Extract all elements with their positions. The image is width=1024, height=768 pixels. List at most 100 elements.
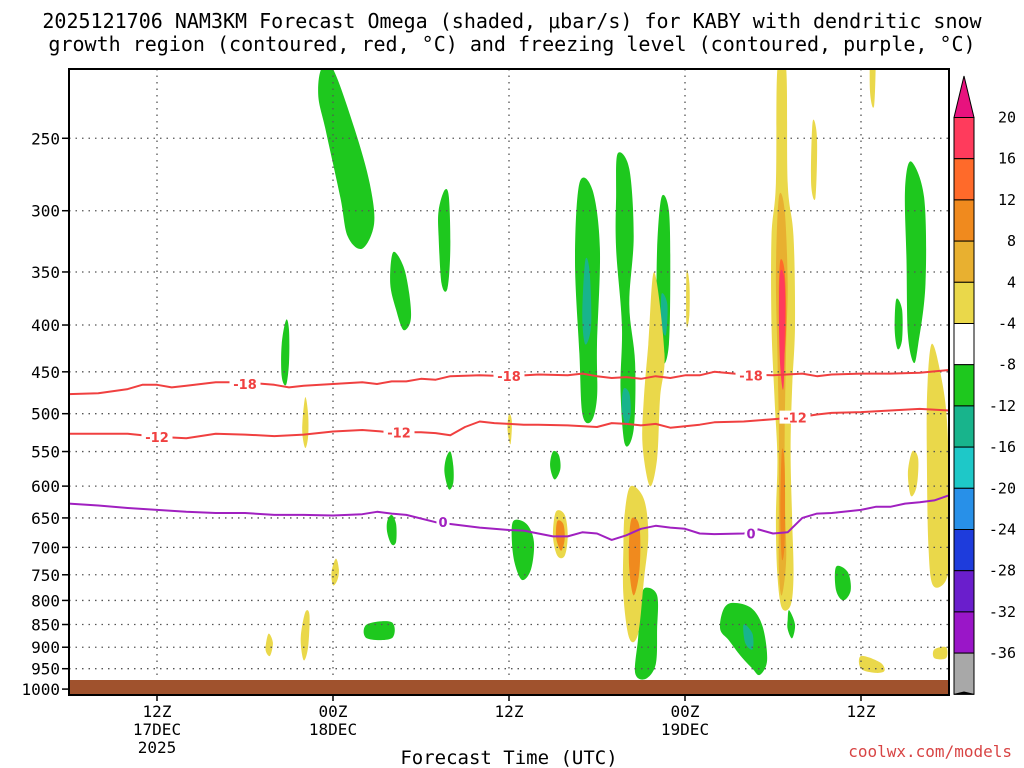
contour-label: 0: [438, 516, 447, 531]
contour-line: [69, 494, 949, 541]
colorbar-label: -28: [989, 562, 1016, 580]
colorbar-label: -16: [989, 438, 1016, 456]
x-tick-label: 2025: [138, 738, 177, 757]
y-tick-label: 900: [31, 638, 60, 657]
omega-cell: [743, 624, 754, 650]
contour-label-bg: [493, 369, 525, 383]
colorbar-swatch: [953, 652, 975, 695]
omega-cell: [834, 565, 851, 601]
omega-cell: [331, 558, 339, 586]
y-tick-label: 450: [31, 363, 60, 382]
y-tick-label: 300: [31, 202, 60, 221]
omega-shading: [265, 69, 949, 680]
y-tick-label: 250: [31, 129, 60, 148]
omega-cell: [318, 69, 375, 250]
contour-label: -12: [783, 412, 807, 427]
y-tick-label: 850: [31, 616, 60, 635]
omega-cell: [894, 298, 903, 350]
x-axis-title: Forecast Time (UTC): [400, 747, 617, 768]
omega-cell: [511, 519, 535, 581]
y-tick-label: 350: [31, 263, 60, 282]
colorbar-swatch: [953, 405, 975, 448]
colorbar-arrow-bottom: [953, 691, 975, 695]
y-axis: 250 300 350 400 450 500 550 600 650 700 750 800 850 9…: [21, 129, 69, 699]
omega-cell: [858, 655, 885, 673]
colorbar-label: -20: [989, 479, 1016, 497]
colorbar-label: 4: [1007, 273, 1016, 291]
omega-cell: [810, 119, 818, 200]
contour-label: -12: [387, 426, 411, 441]
omega-cell: [686, 269, 690, 328]
omega-cell: [386, 514, 397, 546]
colorbar-swatch: [953, 611, 975, 654]
y-tick-label: 400: [31, 316, 60, 335]
contour-label: 0: [746, 528, 755, 543]
colorbar: 20 16 12 8 4 -4 -8 -12 -16 -20 -24 -28 -32 -36: [953, 75, 1016, 695]
x-tick-label: 18DEC: [309, 720, 357, 739]
x-tick-label: 12Z: [143, 702, 172, 721]
colorbar-swatch: [953, 240, 975, 283]
terrain-surface: [69, 680, 949, 695]
contour-label: -18: [233, 378, 257, 393]
colorbar-label: -4: [998, 315, 1016, 333]
omega-cell: [444, 451, 454, 490]
omega-cell: [265, 633, 273, 657]
colorbar-swatch: [953, 446, 975, 489]
colorbar-swatch: [953, 158, 975, 201]
x-tick-label: 12Z: [495, 702, 524, 721]
omega-cell: [869, 69, 876, 108]
x-tick-label: 17DEC: [133, 720, 181, 739]
colorbar-label: 16: [998, 150, 1016, 168]
chart-title-line2: growth region (contoured, red, °C) and f…: [48, 32, 975, 56]
colorbar-label: -12: [989, 397, 1016, 415]
colorbar-arrow-top: [953, 75, 975, 118]
colorbar-label: -32: [989, 603, 1016, 621]
contour-label-bg: [383, 425, 415, 439]
omega-cell: [907, 450, 919, 497]
colorbar-swatch: [953, 281, 975, 324]
omega-cell: [363, 621, 395, 641]
y-tick-label: 750: [31, 566, 60, 585]
omega-cell: [719, 602, 768, 676]
y-tick-label: 500: [31, 405, 60, 424]
y-tick-label: 700: [31, 538, 60, 557]
omega-cell: [438, 188, 451, 292]
y-tick-label: 1000: [21, 680, 60, 699]
colorbar-swatch: [953, 529, 975, 572]
credit-label: coolwx.com/models: [848, 742, 1012, 761]
omega-cell: [621, 388, 631, 426]
omega-cell: [628, 517, 641, 596]
contour-label-bg: [436, 515, 450, 529]
omega-cell: [660, 293, 668, 336]
colorbar-label: 8: [1007, 232, 1016, 250]
omega-cell: [507, 413, 512, 445]
chart-title-line1: 2025121706 NAM3KM Forecast Omega (shaded…: [42, 9, 982, 33]
omega-cell: [778, 269, 786, 390]
y-tick-label: 950: [31, 660, 60, 679]
omega-cell: [302, 397, 309, 449]
omega-cell: [582, 257, 592, 345]
contour-label-bg: [735, 368, 767, 382]
colorbar-label: -8: [998, 356, 1016, 374]
y-tick-label: 550: [31, 443, 60, 462]
colorbar-label: 20: [998, 109, 1016, 127]
contour-label-bg: [229, 376, 261, 390]
x-tick-label: 00Z: [319, 702, 348, 721]
x-tick-label: 19DEC: [661, 720, 709, 739]
colorbar-swatch: [953, 487, 975, 530]
omega-cell: [904, 161, 927, 364]
x-tick-label: 00Z: [671, 702, 700, 721]
colorbar-swatch: [953, 117, 975, 160]
contour-label-bg: [141, 429, 173, 443]
omega-cell: [926, 343, 949, 588]
omega-cell: [615, 152, 636, 447]
omega-cell: [281, 319, 290, 386]
omega-cell: [300, 610, 310, 661]
contour-label: -18: [497, 370, 521, 385]
contour-label-bg: [779, 410, 811, 424]
y-tick-label: 650: [31, 509, 60, 528]
contour-label: -18: [739, 369, 763, 384]
x-tick-label: 12Z: [847, 702, 876, 721]
